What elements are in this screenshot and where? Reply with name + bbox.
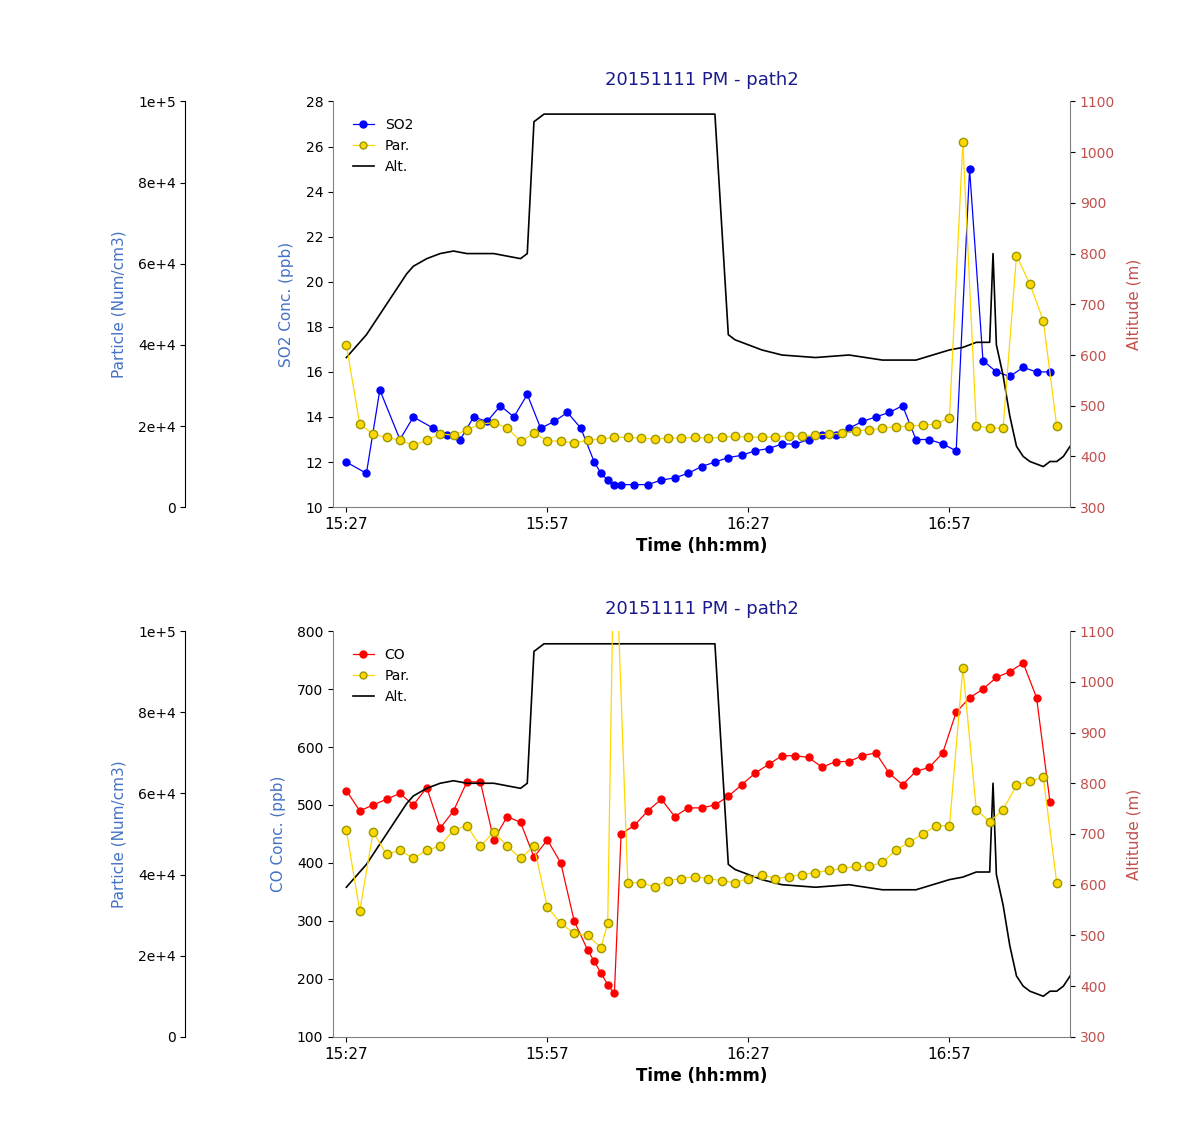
Y-axis label: SO2 Conc. (ppb): SO2 Conc. (ppb) xyxy=(279,241,295,367)
Title: 20151111 PM - path2: 20151111 PM - path2 xyxy=(605,601,798,619)
Legend: SO2, Par., Alt.: SO2, Par., Alt. xyxy=(347,113,419,179)
Legend: CO, Par., Alt.: CO, Par., Alt. xyxy=(347,642,415,709)
Y-axis label: Particle (Num/cm3): Particle (Num/cm3) xyxy=(112,231,127,378)
X-axis label: Time (hh:mm): Time (hh:mm) xyxy=(636,1067,767,1085)
Y-axis label: Particle (Num/cm3): Particle (Num/cm3) xyxy=(112,761,127,907)
Title: 20151111 PM - path2: 20151111 PM - path2 xyxy=(605,71,798,89)
Y-axis label: Altitude (m): Altitude (m) xyxy=(1126,259,1141,349)
X-axis label: Time (hh:mm): Time (hh:mm) xyxy=(636,538,767,556)
Y-axis label: Altitude (m): Altitude (m) xyxy=(1126,789,1141,879)
Y-axis label: CO Conc. (ppb): CO Conc. (ppb) xyxy=(271,775,285,893)
